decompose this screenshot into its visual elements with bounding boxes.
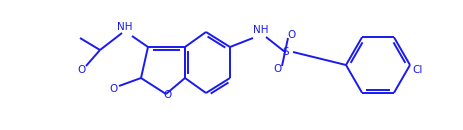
Text: O: O [77,65,85,75]
Text: NH: NH [253,25,269,35]
Text: NH: NH [117,22,133,32]
Text: O: O [274,64,282,74]
Text: Cl: Cl [413,65,423,75]
Text: O: O [164,90,172,100]
Text: O: O [109,84,117,94]
Text: O: O [288,30,296,40]
Text: S: S [283,47,289,57]
